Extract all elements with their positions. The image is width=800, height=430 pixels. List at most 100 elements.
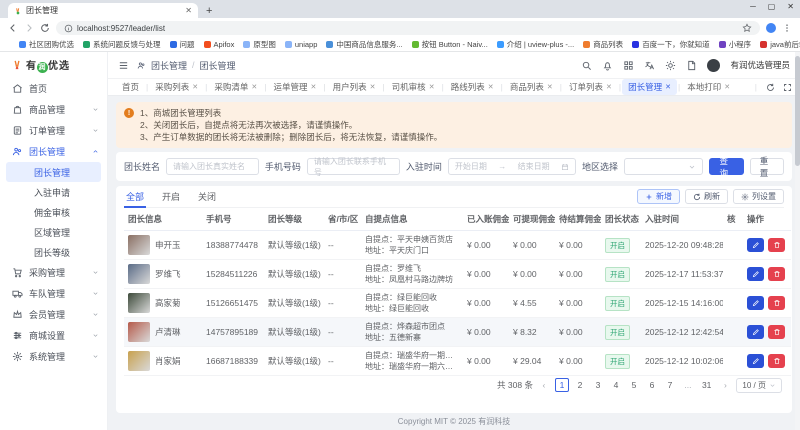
bookmark-item[interactable]: uniapp — [284, 39, 317, 50]
page-button-2[interactable]: 2 — [577, 380, 583, 390]
reload-icon[interactable] — [40, 23, 50, 33]
tab-close-icon[interactable]: ✕ — [724, 84, 731, 91]
collapse-sidebar-icon[interactable] — [118, 60, 129, 71]
page-tab-用户列表[interactable]: 用户列表 ✕ — [327, 79, 382, 95]
region-select[interactable] — [623, 158, 704, 175]
fullscreen-grid-icon[interactable] — [623, 60, 634, 71]
page-tab-商品列表[interactable]: 商品列表 ✕ — [504, 79, 559, 95]
avatar[interactable] — [707, 58, 721, 72]
browser-tab[interactable]: 团长管理 ✕ — [8, 3, 198, 18]
date-end[interactable]: 结束日期 — [517, 162, 550, 171]
close-window-button[interactable]: ✕ — [787, 2, 794, 11]
tab-close-icon[interactable]: ✕ — [185, 6, 192, 15]
delete-button[interactable] — [768, 354, 785, 368]
url-text[interactable]: localhost:9527/leader/list — [77, 23, 166, 33]
search-button[interactable]: 查询 — [709, 156, 744, 178]
edit-button[interactable] — [747, 354, 764, 368]
bookmark-item[interactable]: 中国商品信息服务... — [326, 39, 403, 50]
bookmark-item[interactable]: 百度一下，你就知道 — [632, 39, 710, 50]
phone-input[interactable]: 请输入团长联系手机号 — [306, 157, 400, 177]
tabs-expand-icon[interactable] — [783, 83, 792, 92]
tab-close-icon[interactable]: ✕ — [546, 84, 553, 91]
delete-button[interactable] — [768, 325, 785, 339]
sidebar-item-采购管理[interactable]: 采购管理 — [0, 262, 107, 283]
sidebar-subitem-入驻申请[interactable]: 入驻申请 — [34, 187, 71, 198]
menu-dots-icon[interactable] — [782, 23, 792, 33]
sidebar-item-车队管理[interactable]: 车队管理 — [0, 283, 107, 304]
page-button-1[interactable]: 1 — [554, 378, 569, 392]
page-tab-运单管理[interactable]: 运单管理 ✕ — [267, 79, 322, 95]
edit-button[interactable] — [747, 267, 764, 281]
tab-close-icon[interactable]: ✕ — [665, 84, 671, 91]
bookmark-item[interactable]: Apifox — [203, 39, 234, 50]
bookmark-item[interactable]: java前后端交互 数... — [760, 39, 800, 50]
page-scrollbar[interactable] — [795, 52, 800, 430]
edit-button[interactable] — [747, 325, 764, 339]
bookmark-star-icon[interactable] — [742, 23, 752, 33]
page-tab-采购列表[interactable]: 采购列表 ✕ — [149, 79, 204, 95]
back-icon[interactable] — [8, 23, 18, 33]
page-button-6[interactable]: 6 — [649, 380, 655, 390]
bookmark-item[interactable]: 商品列表 — [583, 39, 623, 50]
delete-button[interactable] — [768, 238, 785, 252]
docs-icon[interactable] — [686, 60, 697, 71]
status-tab-全部[interactable]: 全部 — [124, 186, 147, 208]
sidebar-item-团长管理[interactable]: 团长管理 — [0, 141, 107, 162]
page-button-7[interactable]: 7 — [667, 380, 673, 390]
reset-button[interactable]: 重置 — [749, 156, 785, 178]
minimize-button[interactable]: ─ — [750, 2, 756, 11]
table-row[interactable]: 罗维飞 15284511226 默认等级(1级) -- 自提点：罗维飞 地址：凤凰村马路边… — [124, 259, 791, 289]
table-row[interactable]: 高家菊 15126651475 默认等级(1级) -- 自提点：绿巨能回收 地址：绿巨能回… — [124, 288, 791, 318]
edit-button[interactable] — [747, 238, 764, 252]
table-row[interactable]: 申开玉 18388774478 默认等级(1级) -- 自提点：平天申姨百货店 地址：平天… — [124, 230, 791, 260]
tab-close-icon[interactable]: ✕ — [428, 84, 435, 91]
page-button-4[interactable]: 4 — [613, 380, 619, 390]
scrollbar-thumb[interactable] — [795, 56, 800, 166]
table-row[interactable]: 卢清琳 14757895189 默认等级(1级) -- 自提点：烨森超市团点 地址：五德新… — [124, 317, 791, 347]
maximize-button[interactable]: ▢ — [767, 2, 776, 11]
status-tab-开启[interactable]: 开启 — [162, 192, 181, 202]
search-icon[interactable] — [581, 60, 592, 71]
page-tab-路线列表[interactable]: 路线列表 ✕ — [445, 79, 500, 95]
page-tab-订单列表[interactable]: 订单列表 ✕ — [563, 79, 618, 95]
bookmark-item[interactable]: 按钮 Button - Naiv... — [411, 39, 488, 50]
address-bar[interactable]: localhost:9527/leader/list — [56, 21, 760, 35]
sidebar-subitem-区域管理[interactable]: 区域管理 — [34, 227, 71, 238]
page-tab-采购清单[interactable]: 采购清单 ✕ — [208, 79, 263, 95]
prev-page-button[interactable]: ‹ — [542, 380, 546, 390]
delete-button[interactable] — [768, 267, 785, 281]
page-tab-首页[interactable]: 首页 — [116, 79, 145, 95]
bookmark-item[interactable]: 原型图 — [243, 39, 276, 50]
page-tab-本地打印[interactable]: 本地打印 ✕ — [681, 79, 736, 95]
breadcrumb-parent[interactable]: 团长管理 — [151, 60, 188, 71]
tab-close-icon[interactable]: ✕ — [310, 84, 317, 91]
theme-sun-icon[interactable] — [665, 60, 676, 71]
page-button-31[interactable]: 31 — [701, 380, 712, 390]
sidebar-item-订单管理[interactable]: 订单管理 — [0, 120, 107, 141]
tab-close-icon[interactable]: ✕ — [369, 84, 376, 91]
sidebar-item-会员管理[interactable]: 会员管理 — [0, 304, 107, 325]
status-tab-关闭[interactable]: 关闭 — [198, 192, 217, 202]
bell-icon[interactable] — [602, 60, 613, 71]
sidebar-subitem-佣金审核[interactable]: 佣金审核 — [34, 207, 71, 218]
page-tab-司机审核[interactable]: 司机审核 ✕ — [386, 79, 441, 95]
table-row[interactable]: 肖家娟 16687188339 默认等级(1级) -- 自提点：瑞盛华府一期六栋... 地… — [124, 346, 791, 376]
translate-icon[interactable] — [644, 60, 655, 71]
date-range-picker[interactable]: 开始日期 → 结束日期 — [447, 158, 576, 175]
refresh-button[interactable]: 刷新 — [685, 189, 728, 204]
bookmark-item[interactable]: 问题 — [169, 39, 195, 50]
bookmark-item[interactable]: 介绍 | uview-plus -... — [496, 39, 574, 50]
page-button-3[interactable]: 3 — [595, 380, 601, 390]
column-settings-button[interactable]: 列设置 — [733, 189, 784, 204]
page-button-5[interactable]: 5 — [631, 380, 637, 390]
tab-close-icon[interactable]: ✕ — [251, 84, 258, 91]
sidebar-item-商城设置[interactable]: 商城设置 — [0, 325, 107, 346]
tab-close-icon[interactable]: ✕ — [606, 84, 612, 91]
leader-name-input[interactable]: 请输入团长真实姓名 — [166, 158, 259, 175]
next-page-button[interactable]: › — [724, 380, 727, 390]
forward-icon[interactable] — [24, 23, 34, 33]
edit-button[interactable] — [747, 296, 764, 310]
sidebar-subitem-团长管理[interactable]: 团长管理 — [6, 162, 101, 182]
new-tab-button[interactable]: + — [206, 5, 213, 17]
sidebar-subitem-团长等级[interactable]: 团长等级 — [34, 247, 71, 258]
